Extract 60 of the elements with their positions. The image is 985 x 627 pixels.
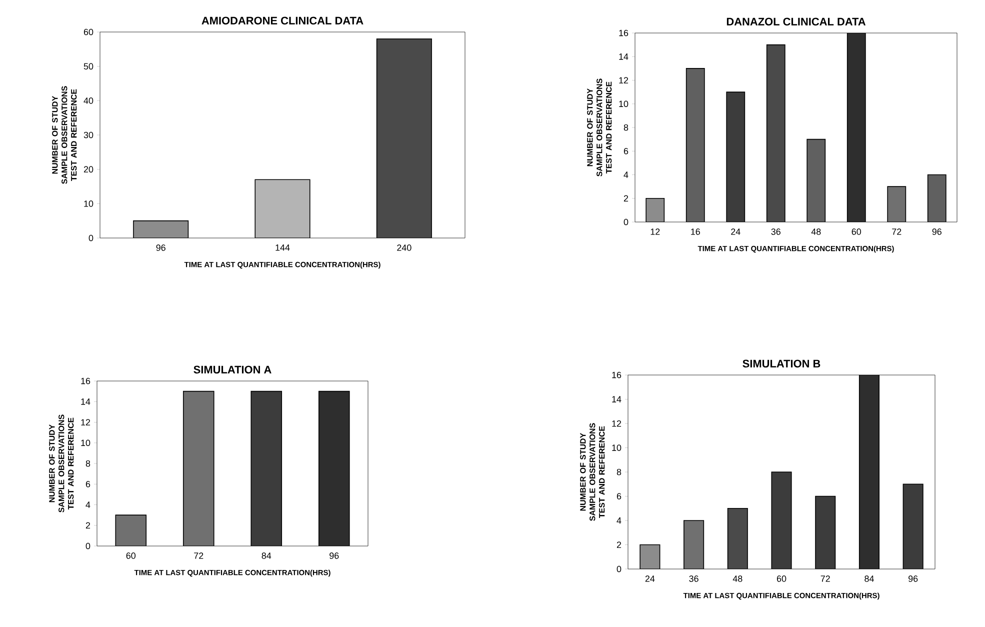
y-tick-label: 16 (612, 372, 622, 378)
y-tick-label: 12 (619, 77, 628, 84)
x-tick-label: 96 (908, 576, 918, 582)
x-tick-label: 240 (397, 244, 412, 251)
y-tick-label: 8 (624, 124, 628, 131)
y-tick-label: 6 (624, 148, 628, 154)
x-tick-label: 48 (732, 576, 742, 582)
y-tick-label: 8 (86, 460, 90, 467)
y-tick-label: 10 (619, 100, 628, 108)
y-tick-label: 10 (84, 200, 94, 207)
y-tick-label: 2 (86, 522, 90, 529)
y-tick-label: 4 (616, 517, 622, 524)
y-tick-label: 2 (624, 195, 628, 202)
x-tick-label: 84 (864, 576, 874, 582)
y-tick-label: 0 (624, 218, 628, 226)
y-tick-label: 14 (619, 54, 628, 60)
chart-title: SIMULATION A (194, 366, 272, 374)
y-tick-label: 40 (84, 97, 94, 104)
y-tick-label: 4 (86, 502, 90, 508)
x-tick-label: 84 (262, 552, 272, 559)
y-tick-label: 16 (619, 30, 628, 36)
chart-title: DANAZOL CLINICAL DATA (726, 18, 866, 26)
y-tick-label: 10 (81, 440, 90, 446)
y-tick-label: 30 (84, 132, 94, 138)
y-tick-label: 6 (616, 493, 622, 500)
y-tick-label: 20 (84, 166, 94, 173)
y-tick-label: 50 (84, 63, 94, 70)
x-tick-label: 144 (276, 244, 290, 251)
y-tick-label: 14 (81, 398, 90, 405)
x-tick-label: 36 (771, 228, 780, 235)
y-tick-label: 0 (616, 566, 622, 572)
x-tick-label: 72 (892, 228, 902, 235)
x-tick-label: 16 (691, 228, 700, 235)
x-tick-label: 24 (731, 228, 740, 235)
y-tick-label: 14 (612, 396, 622, 402)
x-tick-label: 96 (932, 228, 942, 235)
y-tick-label: 0 (88, 234, 94, 242)
y-tick-label: 4 (624, 172, 628, 178)
x-tick-label: 60 (126, 552, 136, 559)
chart-title: SIMULATION B (742, 360, 820, 368)
x-tick-label: 60 (852, 228, 862, 235)
y-tick-label: 6 (86, 480, 90, 488)
x-tick-label: 12 (650, 228, 660, 235)
x-tick-label: 96 (330, 552, 339, 559)
x-tick-label: 36 (689, 576, 698, 582)
y-tick-label: 12 (612, 420, 622, 427)
y-tick-label: 12 (81, 419, 90, 426)
y-tick-label: 60 (84, 28, 94, 36)
x-tick-label: 72 (194, 552, 204, 559)
x-tick-label: 72 (820, 576, 830, 582)
y-tick-label: 16 (81, 378, 90, 384)
x-tick-label: 24 (645, 576, 655, 582)
chart-title: AMIODARONE CLINICAL DATA (202, 16, 364, 24)
y-tick-label: 2 (616, 542, 622, 548)
x-tick-label: 60 (776, 576, 786, 582)
x-tick-label: 48 (811, 228, 821, 235)
x-tick-label: 96 (156, 244, 166, 251)
y-tick-label: 8 (616, 468, 622, 476)
y-tick-label: 10 (612, 444, 622, 451)
y-tick-label: 0 (86, 542, 90, 550)
